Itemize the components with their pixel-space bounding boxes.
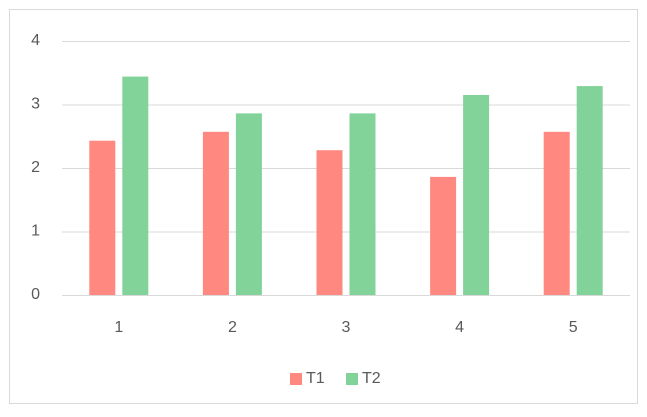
y-tick-label: 1 <box>31 223 40 240</box>
legend-swatch <box>290 373 302 385</box>
y-tick-label: 2 <box>31 159 40 176</box>
bar <box>89 140 116 295</box>
bar <box>463 94 490 295</box>
bar <box>122 76 149 295</box>
x-tick-label: 2 <box>228 319 237 336</box>
x-tick-label: 1 <box>114 319 123 336</box>
bar <box>543 131 570 295</box>
bar <box>430 176 457 295</box>
legend-swatch <box>346 373 358 385</box>
bar <box>202 131 229 295</box>
legend-label: T1 <box>306 370 325 387</box>
x-tick-label: 5 <box>569 319 578 336</box>
bar <box>235 113 262 295</box>
bar <box>316 150 343 295</box>
x-tick-label: 4 <box>455 319 464 336</box>
legend-label: T2 <box>362 370 381 387</box>
y-tick-label: 4 <box>31 32 40 49</box>
x-tick-label: 3 <box>342 319 351 336</box>
bar <box>576 86 603 296</box>
y-tick-label: 3 <box>31 96 40 113</box>
bar <box>349 113 376 295</box>
y-tick-label: 0 <box>31 286 40 303</box>
